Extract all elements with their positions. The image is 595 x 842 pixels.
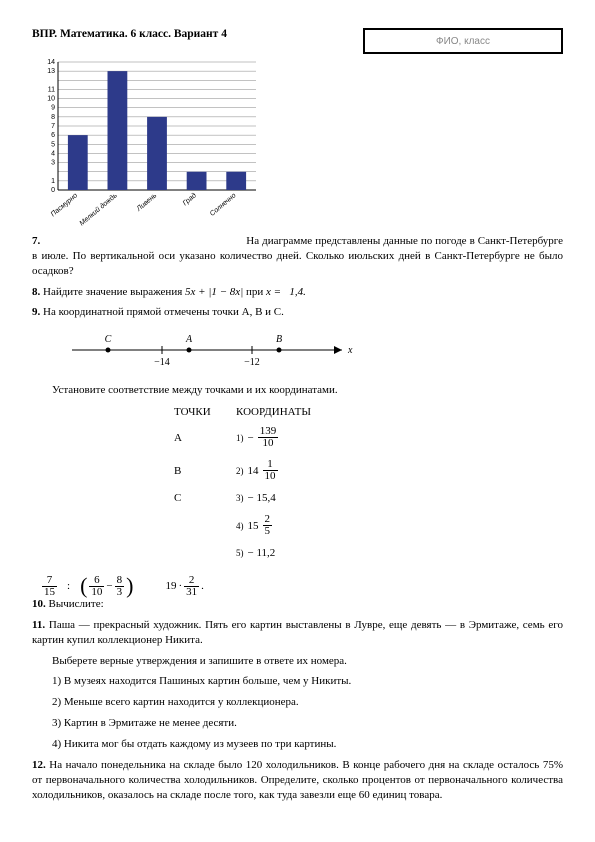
svg-text:−12: −12 (244, 357, 260, 368)
coord-4: 4) 1525 (236, 514, 311, 537)
question-8: 8. Найдите значение выражения 5x + |1 − … (32, 285, 563, 300)
q12-num: 12. (32, 759, 46, 771)
svg-text:9: 9 (51, 105, 55, 112)
coord-5: 5) − 11,2 (236, 547, 311, 559)
svg-text:−14: −14 (154, 357, 170, 368)
svg-text:8: 8 (51, 114, 55, 121)
svg-text:14: 14 (47, 59, 55, 66)
q7-num: 7. (32, 235, 40, 247)
point-C: C (164, 488, 224, 508)
svg-text:3: 3 (51, 160, 55, 167)
svg-text:Ливень: Ливень (135, 192, 159, 213)
q8-expr: 5x + |1 − 8x| (185, 286, 246, 298)
q9-num: 9. (32, 306, 40, 318)
q11-text: Паша — прекрасный художник. Пять его кар… (32, 619, 563, 646)
question-10: 715 : ( 610 − 83 ) 19· 231. (32, 573, 563, 599)
q10-mixed: 19· 231. (165, 575, 203, 598)
svg-text:x: x (347, 345, 353, 356)
name-field[interactable]: ФИО, класс (363, 28, 563, 54)
question-9: 9. На координатной прямой отмечены точки… (32, 305, 563, 320)
q10-row: 10. Вычислите: (32, 597, 563, 612)
q11-item-3: 3) Картин в Эрмитаже не менее десяти. (52, 716, 563, 731)
q10-num: 10. (32, 598, 46, 610)
q11-prompt: Выберете верные утверждения и запишите в… (52, 654, 563, 669)
svg-text:Мелкий дождь: Мелкий дождь (78, 191, 119, 227)
q11-item-4: 4) Никита мог бы отдать каждому из музее… (52, 737, 563, 752)
q8-at: при (246, 286, 263, 298)
q11-item-1: 1) В музеях находится Пашиных картин бол… (52, 674, 563, 689)
svg-text:4: 4 (51, 150, 55, 157)
col-head-coords: КООРДИНАТЫ (226, 404, 321, 420)
match-table: ТОЧКИ КООРДИНАТЫ A 1) − 13910 B 2) 14110… (162, 402, 323, 565)
q11-item-2: 2) Меньше всего картин находится у колле… (52, 695, 563, 710)
doc-title: ВПР. Математика. 6 класс. Вариант 4 (32, 28, 227, 40)
svg-text:Град: Град (181, 191, 198, 207)
q10-frac1: 715 (42, 575, 57, 598)
svg-text:5: 5 (51, 141, 55, 148)
q11-num: 11. (32, 619, 45, 631)
svg-text:0: 0 (51, 187, 55, 194)
weather-chart: 01345678910111314ПасмурноМелкий дождьЛив… (32, 58, 563, 228)
svg-text:6: 6 (51, 132, 55, 139)
q8-num: 8. (32, 286, 40, 298)
svg-text:7: 7 (51, 123, 55, 130)
q12-text: На начало понедельника на складе было 12… (32, 759, 563, 801)
svg-text:A: A (185, 334, 193, 345)
svg-text:11: 11 (48, 86, 55, 93)
q9-after: Установите соответствие между точками и … (52, 383, 563, 398)
svg-text:10: 10 (47, 96, 55, 103)
svg-text:1: 1 (51, 178, 55, 185)
svg-text:C: C (105, 334, 112, 345)
question-11: 11. Паша — прекрасный художник. Пять его… (32, 618, 563, 648)
col-head-points: ТОЧКИ (164, 404, 224, 420)
coord-2: 2) 14110 (236, 459, 311, 482)
q10-label: Вычислите: (49, 598, 104, 610)
svg-text:13: 13 (47, 68, 55, 75)
point-A: A (164, 422, 224, 453)
q10-paren: ( 610 − 83 ) (80, 573, 133, 599)
svg-text:Солнечно: Солнечно (209, 192, 238, 218)
question-7: 7. На диаграмме представлены данные по п… (32, 234, 563, 279)
q8-text: Найдите значение выражения (43, 286, 182, 298)
svg-text:B: B (276, 334, 282, 345)
point-B: B (164, 455, 224, 486)
question-12: 12. На начало понедельника на складе был… (32, 758, 563, 803)
coord-1: 1) − 13910 (236, 426, 311, 449)
q7-text: На диаграмме представлены данные по пого… (32, 235, 563, 277)
q9-text: На координатной прямой отмечены точки A,… (43, 306, 284, 318)
number-line: x −14 −12 C A B (62, 328, 563, 377)
coord-3: 3) − 15,4 (236, 492, 311, 504)
q8-xval: x = 1,4. (266, 286, 306, 298)
svg-text:Пасмурно: Пасмурно (50, 192, 79, 218)
